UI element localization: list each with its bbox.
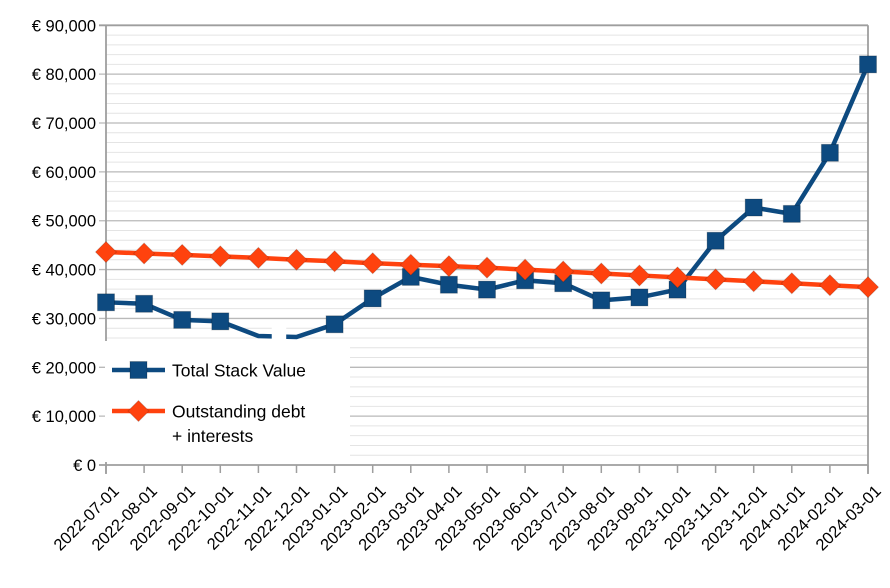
legend-label-outstanding-debt-line1: Outstanding debt [172,402,305,422]
data-point-marker-outstanding-debt [666,266,689,289]
data-point-marker-outstanding-debt [285,248,308,272]
data-point-marker-outstanding-debt [590,262,613,285]
data-point-marker-outstanding-debt [94,240,118,264]
data-point-marker-outstanding-debt [742,270,765,293]
y-axis-label: € 30,000 [32,310,96,328]
series-line-gap-patch [271,326,287,346]
data-point-marker-outstanding-debt [856,275,880,299]
data-point-marker-total-stack-value [820,143,839,162]
data-point-marker-outstanding-debt [818,274,842,297]
data-point-marker-outstanding-debt [170,243,194,267]
data-point-marker-total-stack-value [859,55,877,74]
y-axis-label: € 50,000 [32,213,96,231]
data-point-marker-outstanding-debt [209,245,232,268]
data-point-marker-total-stack-value [135,294,154,313]
data-point-marker-outstanding-debt [437,254,461,278]
legend-label-outstanding-debt-line2: + interests [172,426,253,446]
data-point-marker-total-stack-value [706,231,725,250]
data-point-marker-total-stack-value [363,289,382,308]
y-axis-label: € 90,000 [32,17,96,35]
data-point-marker-total-stack-value [744,198,763,217]
data-point-marker-outstanding-debt [132,242,156,265]
legend-marker-square [129,361,148,379]
y-axis-label: € 10,000 [32,408,96,426]
data-point-marker-total-stack-value [211,312,230,331]
data-point-marker-outstanding-debt [628,264,651,287]
data-point-marker-total-stack-value [173,310,192,329]
y-axis-label: € 70,000 [32,115,96,133]
legend-label-total-stack-value: Total Stack Value [172,361,306,381]
data-point-marker-outstanding-debt [704,268,727,291]
legend-marker-diamond [127,399,150,423]
data-point-marker-outstanding-debt [323,250,346,273]
data-point-marker-total-stack-value [439,275,458,294]
data-point-marker-total-stack-value [478,280,496,299]
data-point-marker-total-stack-value [782,204,801,223]
data-point-marker-outstanding-debt [513,258,537,281]
data-point-marker-total-stack-value [592,291,611,310]
y-axis-label: € 60,000 [32,164,96,182]
data-point-marker-outstanding-debt [475,256,499,279]
data-point-marker-total-stack-value [325,315,344,334]
y-axis-label: € 80,000 [32,66,96,84]
data-point-marker-total-stack-value [97,293,115,312]
data-point-marker-outstanding-debt [399,253,423,276]
y-axis-label: € 40,000 [32,262,96,280]
data-point-marker-total-stack-value [630,288,649,307]
legend-background [105,341,350,462]
data-point-marker-outstanding-debt [247,246,270,270]
data-point-marker-outstanding-debt [551,260,575,283]
data-point-marker-outstanding-debt [361,252,384,275]
data-point-marker-outstanding-debt [780,272,804,295]
y-axis-label: € 20,000 [32,359,96,377]
legend: Total Stack Value Outstanding debt + inter… [105,341,350,462]
y-axis-label: € 0 [73,457,96,475]
